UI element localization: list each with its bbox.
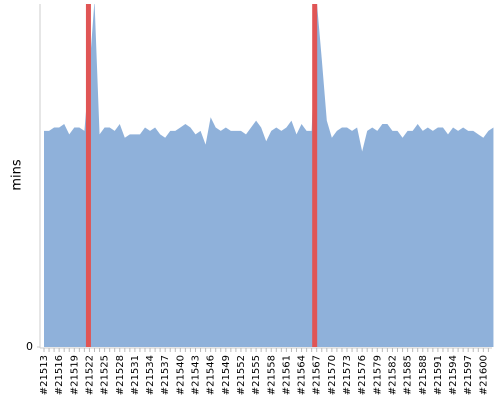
x-tick-label: #21582 (387, 355, 398, 395)
x-tick-label: #21570 (327, 355, 338, 395)
x-tick-label: #21558 (266, 355, 277, 395)
x-tick-label: #21561 (281, 355, 292, 395)
x-tick-label: #21588 (418, 355, 429, 395)
x-tick-label: #21576 (357, 355, 368, 395)
x-tick-label: #21573 (342, 355, 353, 395)
x-tick-label: #21600 (478, 355, 489, 395)
x-tick-label: #21513 (39, 355, 50, 395)
y-axis-label: mins (10, 159, 25, 191)
x-tick-label: #21564 (297, 355, 308, 395)
x-tick-label: #21579 (372, 355, 383, 395)
x-tick-label: #21540 (175, 355, 186, 395)
y-tick-label: 0 (26, 340, 33, 353)
x-tick-label: #21543 (191, 355, 202, 395)
x-tick-label: #21519 (69, 355, 80, 395)
x-tick-label: #21531 (130, 355, 141, 395)
x-tick-label: #21522 (84, 355, 95, 395)
x-tick-label: #21549 (221, 355, 232, 395)
x-tick-label: #21552 (236, 355, 247, 395)
x-tick-label: #21567 (312, 355, 323, 395)
x-tick-label: #21585 (403, 355, 414, 395)
x-tick-label: #21591 (433, 355, 444, 395)
x-tick-label: #21516 (54, 355, 65, 395)
x-tick-label: #21546 (206, 355, 217, 395)
x-tick-label: #21594 (448, 355, 459, 395)
x-tick-label: #21537 (160, 355, 171, 395)
x-tick-label: #21534 (145, 355, 156, 395)
x-tick-label: #21528 (115, 355, 126, 395)
x-tick-label: #21525 (100, 355, 111, 395)
x-tick-label: #21597 (463, 355, 474, 395)
x-tick-label: #21555 (251, 355, 262, 395)
area (44, 4, 494, 347)
